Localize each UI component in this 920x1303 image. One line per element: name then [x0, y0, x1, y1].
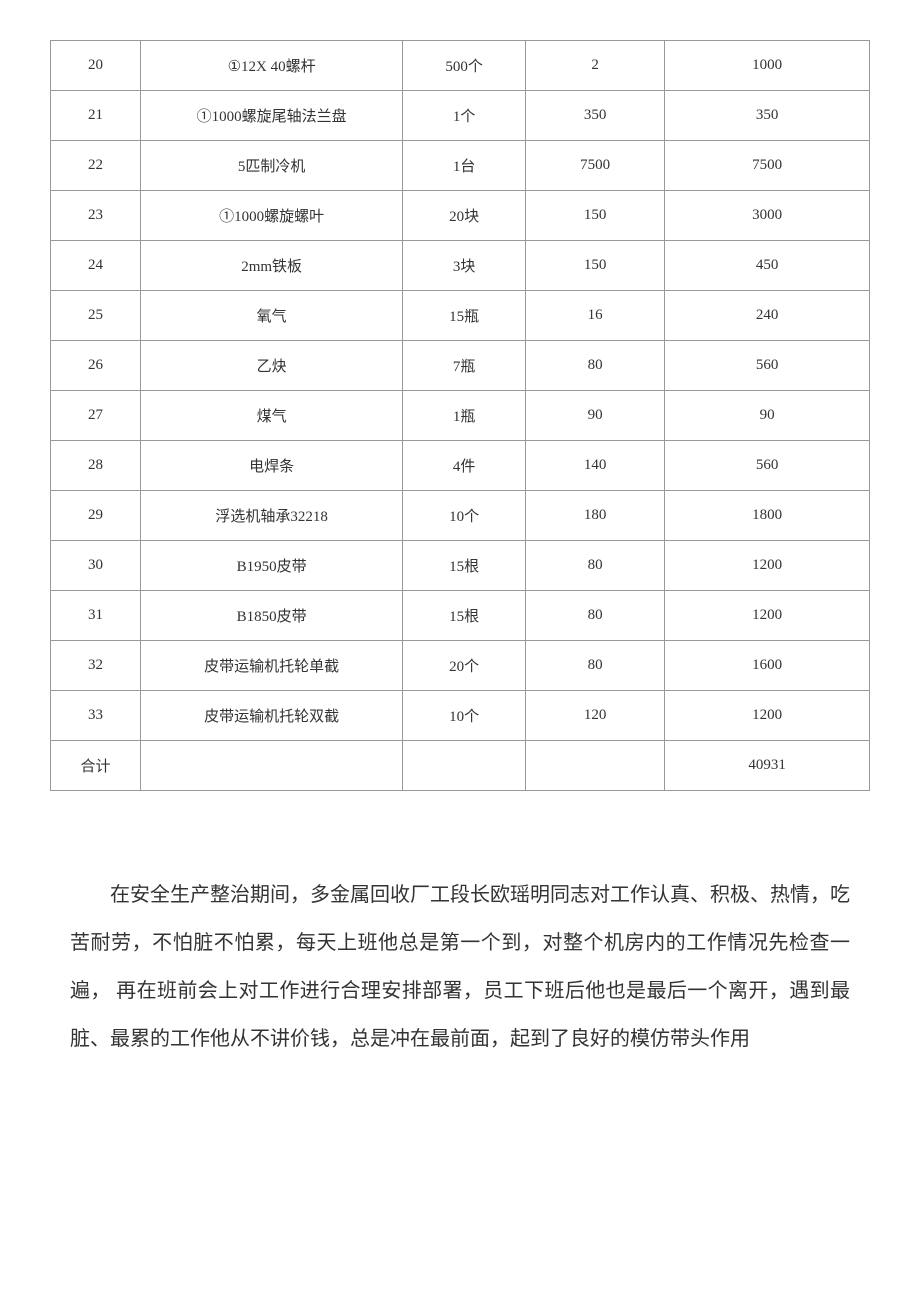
table-row: 20 ①12X 40螺杆 500个 2 1000 — [51, 41, 870, 91]
table-row: 33 皮带运输机托轮双截 10个 120 1200 — [51, 691, 870, 741]
table-body: 20 ①12X 40螺杆 500个 2 1000 21 ①1000螺旋尾轴法兰盘… — [51, 41, 870, 791]
cell-index: 25 — [51, 291, 141, 341]
cell-empty — [403, 741, 526, 791]
cell-name: ①1000螺旋尾轴法兰盘 — [141, 91, 403, 141]
cell-qty: 10个 — [403, 491, 526, 541]
cell-total: 1800 — [665, 491, 870, 541]
cell-total: 1200 — [665, 541, 870, 591]
cell-total: 90 — [665, 391, 870, 441]
cell-index: 23 — [51, 191, 141, 241]
cell-total: 240 — [665, 291, 870, 341]
cell-total-label: 合计 — [51, 741, 141, 791]
cell-name: 煤气 — [141, 391, 403, 441]
cell-qty: 7瓶 — [403, 341, 526, 391]
cell-index: 24 — [51, 241, 141, 291]
cell-qty: 3块 — [403, 241, 526, 291]
cell-price: 16 — [526, 291, 665, 341]
cell-qty: 10个 — [403, 691, 526, 741]
cell-total: 1200 — [665, 691, 870, 741]
cell-index: 33 — [51, 691, 141, 741]
cell-price: 80 — [526, 591, 665, 641]
cell-price: 180 — [526, 491, 665, 541]
cell-total: 1000 — [665, 41, 870, 91]
table-row: 31 B1850皮带 15根 80 1200 — [51, 591, 870, 641]
table-row: 30 B1950皮带 15根 80 1200 — [51, 541, 870, 591]
cell-total: 450 — [665, 241, 870, 291]
cell-index: 27 — [51, 391, 141, 441]
cell-qty: 1瓶 — [403, 391, 526, 441]
table-row: 26 乙炔 7瓶 80 560 — [51, 341, 870, 391]
cell-qty: 20个 — [403, 641, 526, 691]
table-row: 24 2mm铁板 3块 150 450 — [51, 241, 870, 291]
cell-name: ①12X 40螺杆 — [141, 41, 403, 91]
cell-index: 31 — [51, 591, 141, 641]
cell-qty: 4件 — [403, 441, 526, 491]
cell-qty: 15瓶 — [403, 291, 526, 341]
cell-name: 电焊条 — [141, 441, 403, 491]
cell-price: 150 — [526, 191, 665, 241]
cell-total: 1600 — [665, 641, 870, 691]
cell-total: 350 — [665, 91, 870, 141]
cell-name: 氧气 — [141, 291, 403, 341]
cell-total: 7500 — [665, 141, 870, 191]
cell-name: ①1000螺旋螺叶 — [141, 191, 403, 241]
cell-index: 30 — [51, 541, 141, 591]
cell-price: 140 — [526, 441, 665, 491]
cell-qty: 1个 — [403, 91, 526, 141]
cell-qty: 1台 — [403, 141, 526, 191]
cell-price: 150 — [526, 241, 665, 291]
table-row-total: 合计 40931 — [51, 741, 870, 791]
table-row: 21 ①1000螺旋尾轴法兰盘 1个 350 350 — [51, 91, 870, 141]
materials-table: 20 ①12X 40螺杆 500个 2 1000 21 ①1000螺旋尾轴法兰盘… — [50, 40, 870, 791]
cell-index: 21 — [51, 91, 141, 141]
cell-name: 5匹制冷机 — [141, 141, 403, 191]
cell-index: 32 — [51, 641, 141, 691]
cell-qty: 15根 — [403, 541, 526, 591]
table-row: 32 皮带运输机托轮单截 20个 80 1600 — [51, 641, 870, 691]
cell-index: 29 — [51, 491, 141, 541]
cell-name: B1950皮带 — [141, 541, 403, 591]
table-row: 25 氧气 15瓶 16 240 — [51, 291, 870, 341]
cell-index: 28 — [51, 441, 141, 491]
cell-name: 2mm铁板 — [141, 241, 403, 291]
cell-name: 浮选机轴承32218 — [141, 491, 403, 541]
cell-name: 皮带运输机托轮单截 — [141, 641, 403, 691]
cell-index: 20 — [51, 41, 141, 91]
cell-empty — [141, 741, 403, 791]
table-row: 23 ①1000螺旋螺叶 20块 150 3000 — [51, 191, 870, 241]
table-row: 27 煤气 1瓶 90 90 — [51, 391, 870, 441]
cell-qty: 500个 — [403, 41, 526, 91]
cell-index: 22 — [51, 141, 141, 191]
cell-qty: 20块 — [403, 191, 526, 241]
cell-price: 90 — [526, 391, 665, 441]
cell-price: 80 — [526, 541, 665, 591]
cell-price: 80 — [526, 341, 665, 391]
table-row: 22 5匹制冷机 1台 7500 7500 — [51, 141, 870, 191]
cell-name: 乙炔 — [141, 341, 403, 391]
cell-name: B1850皮带 — [141, 591, 403, 641]
cell-total: 560 — [665, 441, 870, 491]
cell-total: 3000 — [665, 191, 870, 241]
table-row: 28 电焊条 4件 140 560 — [51, 441, 870, 491]
table-row: 29 浮选机轴承32218 10个 180 1800 — [51, 491, 870, 541]
cell-empty — [526, 741, 665, 791]
cell-name: 皮带运输机托轮双截 — [141, 691, 403, 741]
body-paragraph: 在安全生产整治期间，多金属回收厂工段长欧瑶明同志对工作认真、积极、热情，吃苦耐劳… — [50, 871, 870, 1063]
cell-price: 120 — [526, 691, 665, 741]
cell-price: 2 — [526, 41, 665, 91]
cell-index: 26 — [51, 341, 141, 391]
cell-price: 7500 — [526, 141, 665, 191]
cell-total: 1200 — [665, 591, 870, 641]
cell-price: 80 — [526, 641, 665, 691]
cell-total: 560 — [665, 341, 870, 391]
cell-price: 350 — [526, 91, 665, 141]
cell-grand-total: 40931 — [665, 741, 870, 791]
cell-qty: 15根 — [403, 591, 526, 641]
